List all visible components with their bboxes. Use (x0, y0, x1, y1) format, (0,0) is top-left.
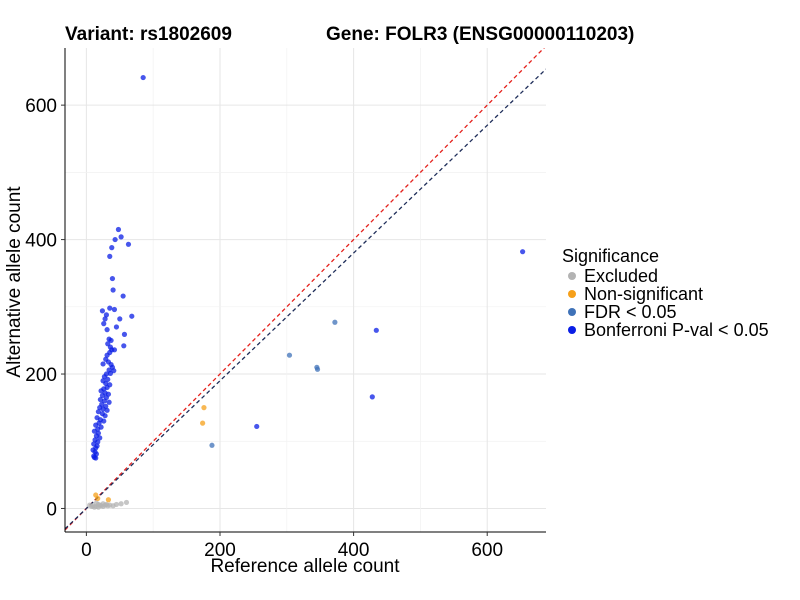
point-bonferroni-p-val-0-05 (100, 406, 106, 412)
point-bonferroni-p-val-0-05 (103, 312, 110, 318)
point-bonferroni-p-val-0-05 (102, 413, 108, 419)
legend-label-bonferroni: Bonferroni P-val < 0.05 (584, 319, 769, 340)
point-bonferroni-p-val-0-05 (108, 337, 114, 344)
point-bonferroni-p-val-0-05 (93, 422, 99, 428)
point-excluded (93, 500, 99, 506)
point-excluded (123, 499, 130, 506)
point-bonferroni-p-val-0-05 (95, 409, 102, 415)
point-fdr-0-05 (286, 352, 293, 358)
point-fdr-0-05 (209, 442, 215, 448)
point-bonferroni-p-val-0-05 (107, 305, 113, 311)
legend-label-fdr: FDR < 0.05 (584, 301, 677, 322)
point-non-significant (200, 420, 206, 426)
x-tick-label: 200 (204, 540, 236, 561)
legend-item-excluded: Excluded (562, 265, 769, 286)
point-excluded (113, 501, 120, 508)
point-bonferroni-p-val-0-05 (254, 423, 260, 430)
point-non-significant (105, 497, 112, 503)
axes: 0 200 400 600 0 200 400 600 (25, 48, 546, 561)
point-bonferroni-p-val-0-05 (115, 226, 122, 233)
legend-item-bonferroni: Bonferroni P-val < 0.05 (562, 319, 769, 340)
point-bonferroni-p-val-0-05 (121, 331, 128, 337)
point-non-significant (95, 495, 101, 501)
point-bonferroni-p-val-0-05 (107, 253, 113, 259)
point-bonferroni-p-val-0-05 (104, 352, 110, 358)
point-bonferroni-p-val-0-05 (99, 392, 106, 399)
point-bonferroni-p-val-0-05 (101, 418, 107, 424)
variant-title: Variant: rs1802609 (65, 24, 232, 45)
x-tick-label: 600 (471, 540, 503, 561)
point-bonferroni-p-val-0-05 (129, 313, 135, 319)
point-excluded (100, 501, 106, 507)
point-non-significant (201, 405, 207, 411)
gene-title: Gene: FOLR3 (ENSG00000110203) (326, 24, 635, 45)
point-bonferroni-p-val-0-05 (125, 241, 132, 247)
y-axis-label: Alternative allele count (4, 186, 25, 378)
reference-line-1 (65, 68, 546, 530)
point-bonferroni-p-val-0-05 (117, 316, 123, 322)
point-excluded (118, 501, 124, 507)
legend: Significance Excluded Non-significant FD… (562, 245, 769, 340)
point-bonferroni-p-val-0-05 (118, 234, 124, 240)
point-bonferroni-p-val-0-05 (112, 236, 118, 243)
point-bonferroni-p-val-0-05 (99, 308, 106, 314)
point-excluded (95, 504, 102, 510)
point-bonferroni-p-val-0-05 (104, 327, 110, 333)
legend-item-non-significant: Non-significant (562, 283, 769, 304)
point-bonferroni-p-val-0-05 (120, 293, 126, 299)
data-points (87, 74, 526, 510)
y-tick-label: 600 (25, 96, 57, 117)
point-bonferroni-p-val-0-05 (93, 455, 99, 461)
legend-key-fdr (568, 308, 576, 316)
x-tick-label: 0 (81, 540, 92, 561)
legend-title: Significance (562, 246, 660, 266)
point-bonferroni-p-val-0-05 (369, 394, 375, 400)
point-bonferroni-p-val-0-05 (104, 407, 110, 413)
point-bonferroni-p-val-0-05 (109, 245, 115, 251)
y-tick-label: 0 (46, 499, 57, 520)
point-bonferroni-p-val-0-05 (110, 287, 116, 293)
grid-lines (65, 48, 546, 532)
point-bonferroni-p-val-0-05 (91, 428, 97, 434)
point-bonferroni-p-val-0-05 (111, 347, 118, 353)
point-bonferroni-p-val-0-05 (105, 376, 111, 383)
point-bonferroni-p-val-0-05 (98, 388, 104, 394)
point-bonferroni-p-val-0-05 (113, 324, 120, 330)
point-bonferroni-p-val-0-05 (111, 306, 118, 313)
x-tick-label: 400 (338, 540, 370, 561)
point-bonferroni-p-val-0-05 (100, 361, 106, 367)
point-bonferroni-p-val-0-05 (109, 275, 116, 282)
point-bonferroni-p-val-0-05 (373, 327, 379, 333)
point-fdr-0-05 (332, 319, 338, 325)
point-bonferroni-p-val-0-05 (97, 396, 104, 403)
point-bonferroni-p-val-0-05 (103, 380, 109, 387)
legend-key-bonferroni (568, 326, 576, 334)
y-tick-label: 200 (25, 365, 57, 386)
x-axis-label: Reference allele count (210, 556, 400, 577)
legend-label-non-significant: Non-significant (584, 283, 704, 304)
point-bonferroni-p-val-0-05 (97, 435, 103, 441)
point-bonferroni-p-val-0-05 (106, 399, 112, 405)
legend-key-excluded (568, 272, 576, 280)
reference-line-0 (65, 48, 545, 531)
point-bonferroni-p-val-0-05 (95, 439, 101, 445)
legend-key-non-significant (568, 290, 576, 298)
point-bonferroni-p-val-0-05 (107, 370, 114, 376)
y-tick-label: 400 (25, 231, 57, 252)
legend-item-fdr: FDR < 0.05 (562, 301, 769, 322)
point-bonferroni-p-val-0-05 (101, 321, 107, 327)
point-bonferroni-p-val-0-05 (121, 343, 127, 349)
point-bonferroni-p-val-0-05 (140, 74, 146, 81)
legend-label-excluded: Excluded (584, 265, 659, 286)
point-bonferroni-p-val-0-05 (520, 249, 526, 255)
reference-lines (65, 48, 546, 531)
point-bonferroni-p-val-0-05 (102, 316, 108, 322)
point-fdr-0-05 (314, 366, 321, 372)
